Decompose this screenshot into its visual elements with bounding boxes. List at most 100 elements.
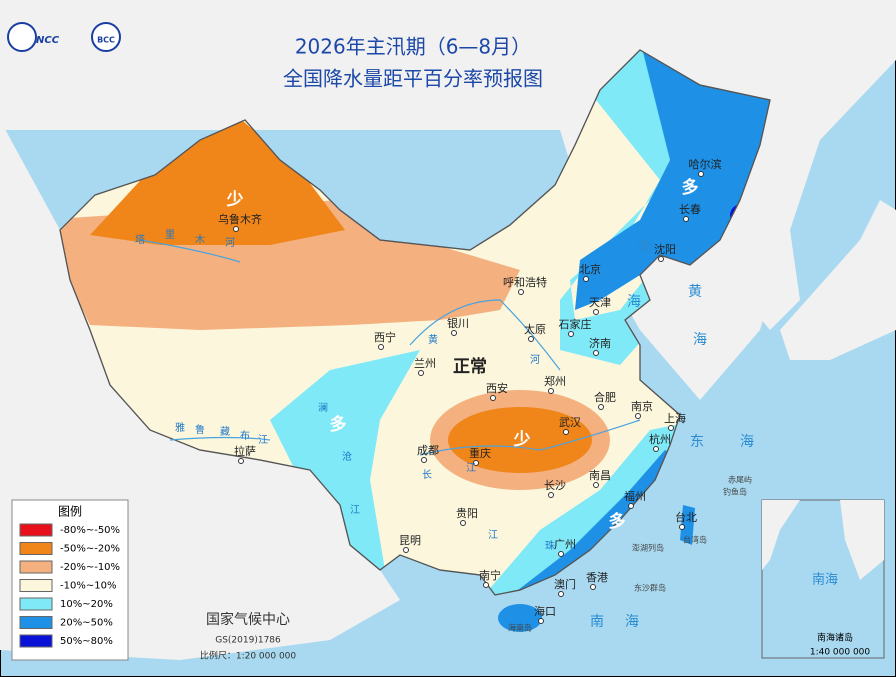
city-dot: [563, 429, 569, 435]
city-label: 北京: [579, 262, 601, 276]
river-label: 河: [530, 354, 540, 366]
city-dot: [593, 309, 599, 315]
city-label: 海口: [534, 604, 556, 618]
legend: -80%~-50% -50%~-20% -20%~-10% -10%~10% 10%~2…: [19, 523, 120, 648]
city-label: 香港: [586, 571, 608, 584]
legend-label: 50%~80%: [60, 636, 113, 647]
scale: 比例尺：1:20 000 000: [200, 650, 297, 662]
city-dot: [593, 482, 599, 488]
river-label: 河: [225, 237, 235, 249]
city-dot: [679, 524, 685, 530]
city-dot: [698, 171, 704, 177]
river-label: 黄: [428, 333, 438, 346]
river-label: 塔: [135, 233, 145, 246]
river-label: 江: [466, 462, 476, 474]
legend-swatch: [19, 616, 53, 629]
region-label: 少: [226, 190, 244, 210]
river-label: 藏: [220, 426, 230, 438]
island-label: 东沙群岛: [634, 583, 666, 593]
city-dot: [683, 216, 689, 222]
city-label: 郑州: [544, 374, 566, 388]
city-label: 兰州: [414, 357, 436, 370]
sea-label: 海: [693, 332, 707, 348]
city-dot: [460, 520, 466, 526]
city-dot: [590, 584, 596, 590]
city-dot: [628, 503, 634, 509]
city-dot: [558, 551, 564, 557]
island-label: 海南岛: [508, 623, 532, 633]
city-label: 武汉: [559, 416, 581, 429]
city-label: 天津: [589, 296, 611, 309]
city-label: 石家庄: [559, 317, 592, 331]
city-label: 福州: [624, 489, 646, 503]
logo: [7, 22, 37, 52]
map-number: GS(2019)1786: [215, 636, 281, 646]
city-dot: [421, 457, 427, 463]
city-label: 太原: [524, 323, 546, 336]
city-label: 合肥: [594, 390, 616, 404]
region-label: 多: [609, 511, 626, 532]
city-label: 长春: [679, 203, 701, 216]
city-label: 杭州: [649, 432, 671, 446]
sea-label: 东: [690, 434, 704, 450]
sea-label: 渤: [637, 239, 651, 255]
city-label: 重庆: [469, 446, 491, 460]
city-label: 南宁: [479, 568, 501, 582]
river-label: 珠: [545, 539, 555, 552]
logo: [91, 22, 121, 52]
legend-swatch: [19, 634, 53, 648]
city-label: 南昌: [589, 469, 611, 482]
sea-label: 黄: [688, 283, 702, 300]
city-dot: [658, 256, 664, 262]
city-dot: [378, 344, 384, 350]
river-label: 澜: [318, 402, 328, 414]
legend-swatch: [19, 560, 53, 574]
city-dot: [548, 492, 554, 498]
city-label: 西宁: [374, 330, 396, 344]
city-label: 西安: [486, 381, 508, 395]
island-label: 赤尾屿: [728, 476, 752, 485]
city-dot: [568, 331, 574, 337]
city-label: 银川: [447, 316, 469, 330]
legend-label: -20%~-10%: [60, 562, 120, 573]
river-label: 雅: [175, 421, 185, 434]
city-label: 上海: [664, 411, 686, 425]
sea-label: 海: [740, 434, 754, 450]
legend-title: 图例: [58, 505, 82, 519]
river-label: 长: [422, 469, 432, 481]
border: [59, 49, 771, 596]
logo-text: NCC: [36, 35, 60, 46]
inset-land: [762, 500, 800, 570]
city-label: 呼和浩特: [503, 275, 547, 289]
legend-label: 10%~20%: [60, 599, 113, 610]
city-label: 长沙: [544, 479, 566, 492]
city-label: 成都: [417, 444, 439, 457]
sea-label: 海: [627, 294, 641, 310]
city-dot: [668, 425, 674, 431]
taiwan: [680, 505, 695, 545]
city-dot: [528, 336, 534, 342]
city-dot: [538, 618, 544, 624]
title: 全国降水量距平百分率预报图: [283, 67, 543, 91]
city-dot: [653, 446, 659, 452]
japan: [780, 200, 896, 360]
region-label: 少: [513, 430, 531, 450]
island-label: 台湾岛: [683, 535, 707, 545]
inset-sea: 南海: [812, 572, 838, 588]
city-dot: [403, 547, 409, 553]
legend-label: -50%~-20%: [60, 544, 120, 555]
city-label: 拉萨: [234, 444, 256, 458]
city-label: 济南: [589, 336, 611, 350]
city-label: 昆明: [399, 534, 421, 547]
logo-text: BCC: [97, 36, 115, 45]
hainan: [498, 604, 542, 632]
legend-swatch: [19, 542, 53, 555]
city-label: 乌鲁木齐: [218, 212, 262, 226]
city-dot: [490, 395, 496, 401]
korea: [745, 230, 800, 330]
city-dot: [558, 591, 564, 597]
inset-land: [840, 500, 884, 580]
region-label: 正常: [453, 356, 487, 377]
river-label: 鲁: [195, 423, 205, 436]
